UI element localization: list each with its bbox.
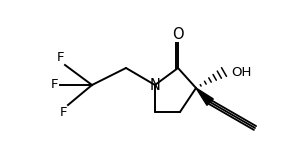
Text: F: F (51, 78, 58, 92)
Text: F: F (57, 51, 64, 64)
Text: O: O (172, 27, 184, 42)
Text: OH: OH (231, 66, 251, 78)
Text: N: N (150, 78, 160, 93)
Polygon shape (196, 88, 213, 105)
Text: F: F (59, 106, 67, 119)
